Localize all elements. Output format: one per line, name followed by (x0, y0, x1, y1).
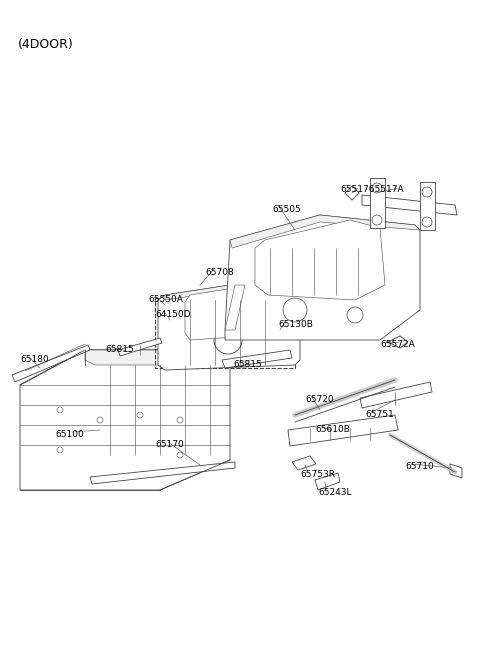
Text: 65720: 65720 (305, 395, 334, 404)
Polygon shape (362, 195, 457, 215)
Polygon shape (20, 350, 235, 400)
Text: 65751: 65751 (365, 410, 394, 419)
Text: 65505: 65505 (272, 205, 301, 214)
Polygon shape (165, 275, 300, 300)
Text: 64150D: 64150D (155, 310, 191, 319)
Text: 65180: 65180 (20, 355, 49, 364)
Text: 65572A: 65572A (380, 340, 415, 349)
Polygon shape (315, 473, 340, 490)
Polygon shape (85, 350, 230, 365)
Polygon shape (20, 350, 230, 490)
Text: 65100: 65100 (55, 430, 84, 439)
Text: 65170: 65170 (155, 440, 184, 449)
Polygon shape (388, 336, 408, 348)
Polygon shape (225, 285, 245, 330)
Polygon shape (185, 283, 270, 340)
Polygon shape (230, 215, 420, 248)
Text: 65550A: 65550A (148, 295, 183, 304)
Polygon shape (255, 220, 385, 300)
Polygon shape (118, 338, 162, 356)
Polygon shape (360, 382, 432, 408)
Text: 6551765517A: 6551765517A (340, 185, 404, 194)
Polygon shape (450, 464, 462, 478)
Polygon shape (12, 345, 90, 382)
Polygon shape (288, 415, 398, 446)
Polygon shape (90, 462, 235, 484)
Text: 65753R: 65753R (300, 470, 335, 479)
Polygon shape (292, 456, 316, 470)
Text: 65130B: 65130B (278, 320, 313, 329)
Polygon shape (158, 275, 300, 370)
Text: 65708: 65708 (205, 268, 234, 277)
Text: 65815: 65815 (105, 345, 134, 354)
Text: 65610B: 65610B (315, 425, 350, 434)
Text: (4DOOR): (4DOOR) (18, 38, 74, 51)
Text: 65815: 65815 (233, 360, 262, 369)
Polygon shape (225, 215, 420, 340)
Text: 65710: 65710 (405, 462, 434, 471)
Polygon shape (420, 182, 435, 230)
Polygon shape (222, 350, 292, 368)
Text: 65243L: 65243L (318, 488, 351, 497)
Polygon shape (370, 178, 385, 228)
Polygon shape (345, 186, 359, 200)
